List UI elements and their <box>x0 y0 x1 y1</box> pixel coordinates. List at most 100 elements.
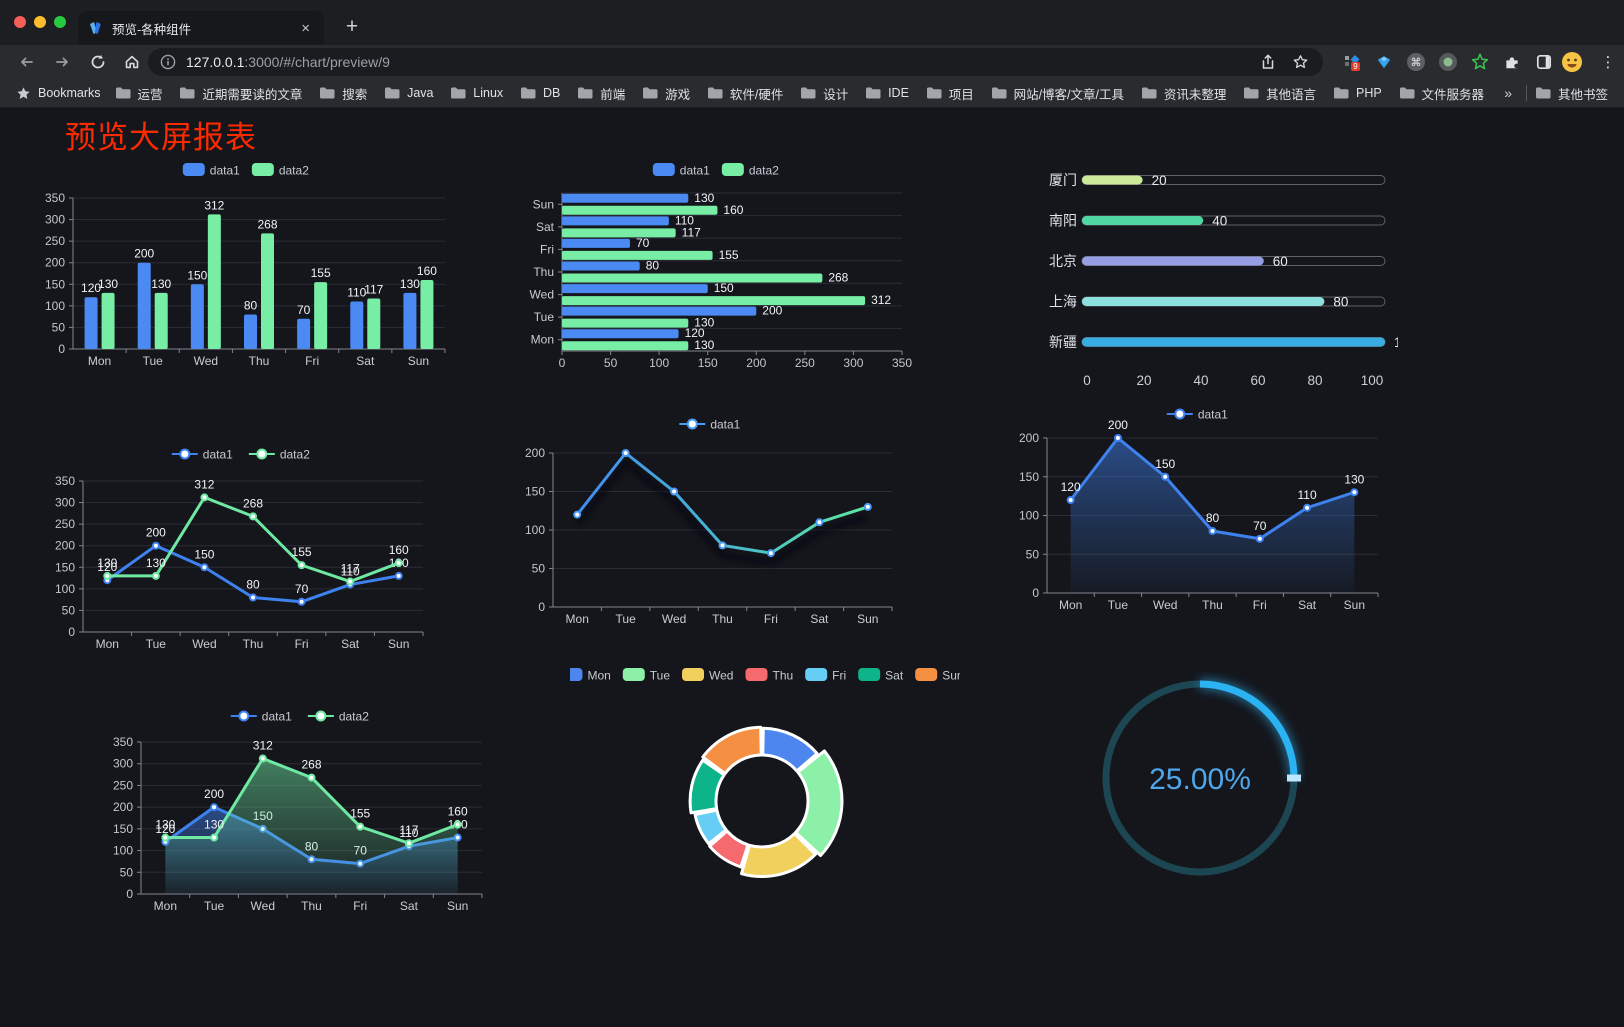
reload-button[interactable] <box>86 50 110 74</box>
svg-text:200: 200 <box>113 800 133 814</box>
bookmark-folder[interactable]: Java <box>382 83 435 103</box>
extensions-puzzle-icon[interactable] <box>1500 50 1524 74</box>
bookmarks-overflow-chevron[interactable]: » <box>1504 85 1512 101</box>
svg-text:Tue: Tue <box>650 669 671 683</box>
svg-text:Thu: Thu <box>533 265 554 279</box>
forward-button[interactable] <box>50 50 74 74</box>
bookmark-folder[interactable]: 文件服务器 <box>1397 81 1487 106</box>
svg-text:0: 0 <box>126 887 133 901</box>
svg-text:data2: data2 <box>279 164 309 178</box>
multi-line-chart[interactable]: 0 50 100 150 200 250 300 350 Mon Tue Wed Thu Fri Sat S… <box>47 440 435 655</box>
bookmark-folder[interactable]: IDE <box>863 83 911 103</box>
minimize-window-button[interactable] <box>34 16 46 28</box>
horizontal-bar-chart[interactable]: 0 50 100 150 200 250 300 350 Mon 120 130 Tue 200 130 W… <box>520 158 912 375</box>
svg-text:Tue: Tue <box>1108 598 1129 612</box>
svg-text:Sat: Sat <box>356 354 375 368</box>
gradient-line-chart[interactable]: 0 50 100 150 200 Mon Tue Wed Thu Fri Sat Sun data1 <box>515 410 905 626</box>
svg-text:100: 100 <box>55 582 75 596</box>
svg-text:150: 150 <box>1019 470 1039 484</box>
svg-text:117: 117 <box>399 823 418 837</box>
bookmark-folder[interactable]: 设计 <box>798 81 850 106</box>
profile-avatar[interactable] <box>1560 50 1584 74</box>
bookmark-folder[interactable]: PHP <box>1331 83 1384 103</box>
svg-text:268: 268 <box>243 496 263 510</box>
folder-icon <box>991 87 1007 99</box>
extension-gem-icon[interactable] <box>1372 50 1396 74</box>
reading-list-icon[interactable] <box>1532 50 1556 74</box>
other-bookmarks-folder[interactable]: 其他书签 <box>1533 81 1610 106</box>
extension-diamond-badge-icon[interactable]: 9 <box>1340 50 1364 74</box>
bookmark-folder[interactable]: 搜索 <box>317 81 369 106</box>
site-info-icon[interactable] <box>160 54 176 70</box>
extension-record-icon[interactable] <box>1436 50 1460 74</box>
bookmark-folder[interactable]: DB <box>518 83 562 103</box>
area-line-chart[interactable]: 0 50 100 150 200 Mon Tue Wed Thu Fri Sat Sun 120 200 1… <box>1005 400 1390 612</box>
svg-text:data2: data2 <box>749 164 779 178</box>
svg-text:Sun: Sun <box>533 197 554 211</box>
bookmark-folder[interactable]: 网站/博客/文章/工具 <box>989 81 1126 106</box>
svg-text:0: 0 <box>58 342 65 356</box>
bookmark-folder[interactable]: 软件/硬件 <box>705 81 785 106</box>
browser-tab[interactable]: 预览-各种组件 × <box>78 11 324 45</box>
bookmark-folder[interactable]: Linux <box>448 83 505 103</box>
svg-text:120: 120 <box>97 560 117 574</box>
svg-text:Wed: Wed <box>194 354 218 368</box>
svg-text:155: 155 <box>719 248 739 262</box>
svg-text:南阳: 南阳 <box>1049 213 1077 229</box>
bookmark-folder[interactable]: 游戏 <box>640 81 692 106</box>
dual-area-line-chart[interactable]: 0 50 100 150 200 250 300 350 Mon Tue Wed Thu Fri Sat S… <box>105 702 495 917</box>
folder-icon <box>115 87 131 99</box>
folder-icon <box>578 87 593 99</box>
svg-text:data1: data1 <box>203 448 233 462</box>
folder-icon <box>926 87 942 99</box>
menu-dots-icon[interactable]: ⋮ <box>1600 54 1616 71</box>
bookmark-folder[interactable]: 运营 <box>113 81 165 106</box>
folder-icon <box>1399 87 1415 99</box>
back-button[interactable] <box>14 50 38 74</box>
tab-close-icon[interactable]: × <box>301 19 310 37</box>
svg-text:300: 300 <box>55 496 75 510</box>
svg-text:Sun: Sun <box>408 354 429 368</box>
svg-text:80: 80 <box>244 298 258 312</box>
extension-command-icon[interactable]: ⌘ <box>1404 50 1428 74</box>
svg-text:上海: 上海 <box>1049 294 1077 310</box>
gauge-chart[interactable]: 25.00% <box>1095 672 1305 884</box>
svg-text:250: 250 <box>55 517 75 531</box>
extension-green-star-icon[interactable] <box>1468 50 1492 74</box>
address-bar[interactable]: 127.0.0.1:3000/#/chart/preview/9 <box>148 48 1323 76</box>
svg-text:300: 300 <box>843 356 863 370</box>
bookmark-folders: 运营 近期需要读的文章 搜索 Java Linux DB 前端 游戏 软件/硬件 设计 IDE 项目 网… <box>113 81 1487 106</box>
bookmark-folder[interactable]: 前端 <box>575 81 627 106</box>
home-button[interactable] <box>120 50 144 74</box>
bookmark-label: 设计 <box>823 87 849 102</box>
svg-text:268: 268 <box>257 217 277 231</box>
donut-chart[interactable]: Mon Tue Wed Thu Fri Sat Sun <box>560 660 964 900</box>
svg-text:70: 70 <box>297 303 311 317</box>
bookmarks-manager-item[interactable]: Bookmarks <box>14 83 103 104</box>
bookmark-label: 软件/硬件 <box>729 87 784 102</box>
bookmark-star-icon[interactable] <box>1289 51 1311 73</box>
grouped-bar-chart[interactable]: 0 50 100 150 200 250 300 350 Mon Tue Wed Thu Fri Sat S… <box>37 158 455 375</box>
folder-icon <box>1244 87 1259 99</box>
svg-text:130: 130 <box>155 818 175 832</box>
svg-text:20: 20 <box>1152 173 1167 188</box>
svg-text:25.00%: 25.00% <box>1149 763 1251 796</box>
progress-bar-chart[interactable]: 厦门 20 南阳 40 北京 60 上海 80 新疆 100 0 20 40 60 80 100 <box>1013 162 1417 392</box>
svg-text:120: 120 <box>155 822 175 836</box>
svg-text:北京: 北京 <box>1049 253 1077 269</box>
other-bookmarks-label: 其他书签 <box>1557 87 1608 102</box>
bookmark-folder[interactable]: 项目 <box>924 81 976 106</box>
svg-text:200: 200 <box>1108 418 1128 432</box>
svg-text:350: 350 <box>113 735 133 749</box>
folder-icon <box>451 87 466 99</box>
bookmark-folder[interactable]: 资讯未整理 <box>1139 81 1229 106</box>
close-window-button[interactable] <box>14 16 26 28</box>
bookmark-label: 搜索 <box>342 87 368 102</box>
bookmark-folder[interactable]: 其他语言 <box>1241 81 1318 106</box>
svg-text:312: 312 <box>253 739 273 753</box>
svg-text:Fri: Fri <box>764 612 778 625</box>
share-icon[interactable] <box>1257 51 1279 73</box>
bookmark-folder[interactable]: 近期需要读的文章 <box>177 81 304 106</box>
fullscreen-window-button[interactable] <box>54 16 66 28</box>
new-tab-button[interactable]: + <box>345 15 359 38</box>
